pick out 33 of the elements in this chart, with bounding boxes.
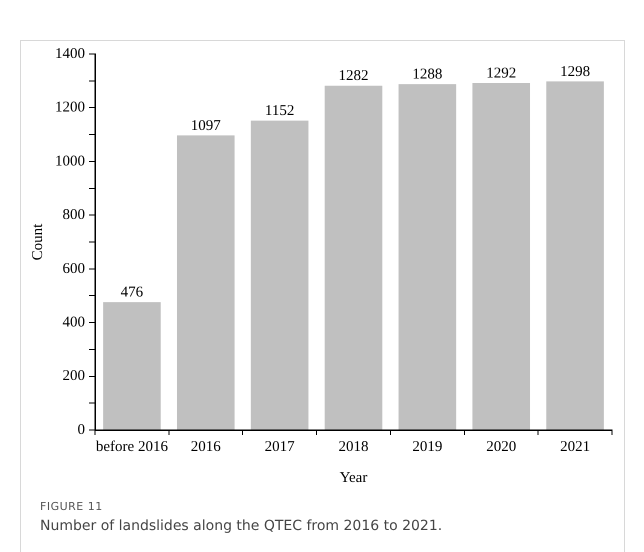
x-tick-label: 2018 [338,438,368,455]
caption: FIGURE 11 [40,500,103,513]
bar [103,302,161,430]
x-tick-label: 2019 [412,438,442,455]
bar [398,84,456,430]
x-tick-label: 2020 [486,438,516,455]
bar [472,83,530,430]
data-label: 1152 [264,103,294,120]
y-tick-label: 1200 [55,100,85,116]
bar [324,86,382,430]
y-tick-label: 1400 [55,46,85,62]
text: Number of landslides along the QTEC from 2016 to 2021. [40,518,442,534]
x-tick-label: 2021 [560,438,590,455]
data-label: 1288 [412,66,442,83]
x-tick-label: before 2016 [96,438,168,455]
bar [546,81,604,430]
y-tick-label: 400 [62,314,85,331]
y-tick-label: 600 [62,260,85,277]
x-axis-title: Year [340,470,368,486]
x-tick-label: 2016 [190,438,222,455]
data-label: 1292 [486,65,516,82]
y-tick-label: 200 [62,368,85,384]
y-tick-label: 1000 [55,153,85,170]
bar [176,135,235,430]
y-tick-label: 0 [78,422,85,438]
x-tick-label: 2017 [264,438,296,455]
data-label: 1298 [560,64,590,80]
data-label: 476 [120,284,144,301]
data-label: 1282 [338,68,368,84]
y-axis-title: Count [30,222,46,260]
y-tick-label: 800 [62,207,85,224]
data-label: 1097 [190,118,222,134]
bar [250,120,308,430]
